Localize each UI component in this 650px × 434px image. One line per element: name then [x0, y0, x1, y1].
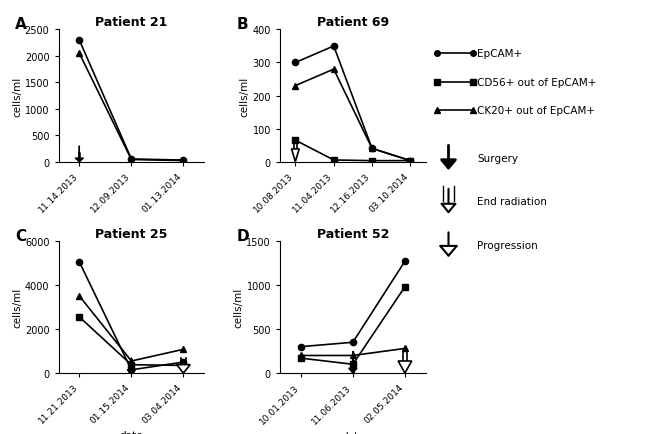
- Text: A: A: [15, 17, 27, 32]
- X-axis label: date: date: [341, 431, 365, 434]
- Title: Patient 21: Patient 21: [95, 16, 168, 29]
- Polygon shape: [398, 361, 411, 373]
- Title: Patient 52: Patient 52: [317, 227, 389, 240]
- Text: Progression: Progression: [477, 240, 538, 250]
- Text: D: D: [237, 228, 249, 243]
- Text: EpCAM+: EpCAM+: [477, 49, 522, 59]
- Y-axis label: cells/ml: cells/ml: [12, 76, 22, 116]
- FancyArrow shape: [348, 351, 357, 373]
- Text: C: C: [15, 228, 26, 243]
- Title: Patient 69: Patient 69: [317, 16, 389, 29]
- FancyArrow shape: [75, 146, 83, 162]
- Text: End radiation: End radiation: [477, 197, 547, 207]
- Text: Surgery: Surgery: [477, 154, 518, 163]
- Text: CK20+ out of EpCAM+: CK20+ out of EpCAM+: [477, 106, 595, 115]
- Polygon shape: [177, 365, 190, 373]
- Polygon shape: [291, 150, 299, 162]
- Y-axis label: cells/ml: cells/ml: [240, 76, 250, 116]
- FancyArrow shape: [127, 358, 136, 373]
- Y-axis label: cells/ml: cells/ml: [233, 287, 244, 327]
- Text: B: B: [237, 17, 248, 32]
- Y-axis label: cells/ml: cells/ml: [12, 287, 22, 327]
- Title: Patient 25: Patient 25: [95, 227, 168, 240]
- Text: CD56+ out of EpCAM+: CD56+ out of EpCAM+: [477, 78, 597, 87]
- X-axis label: date: date: [120, 431, 143, 434]
